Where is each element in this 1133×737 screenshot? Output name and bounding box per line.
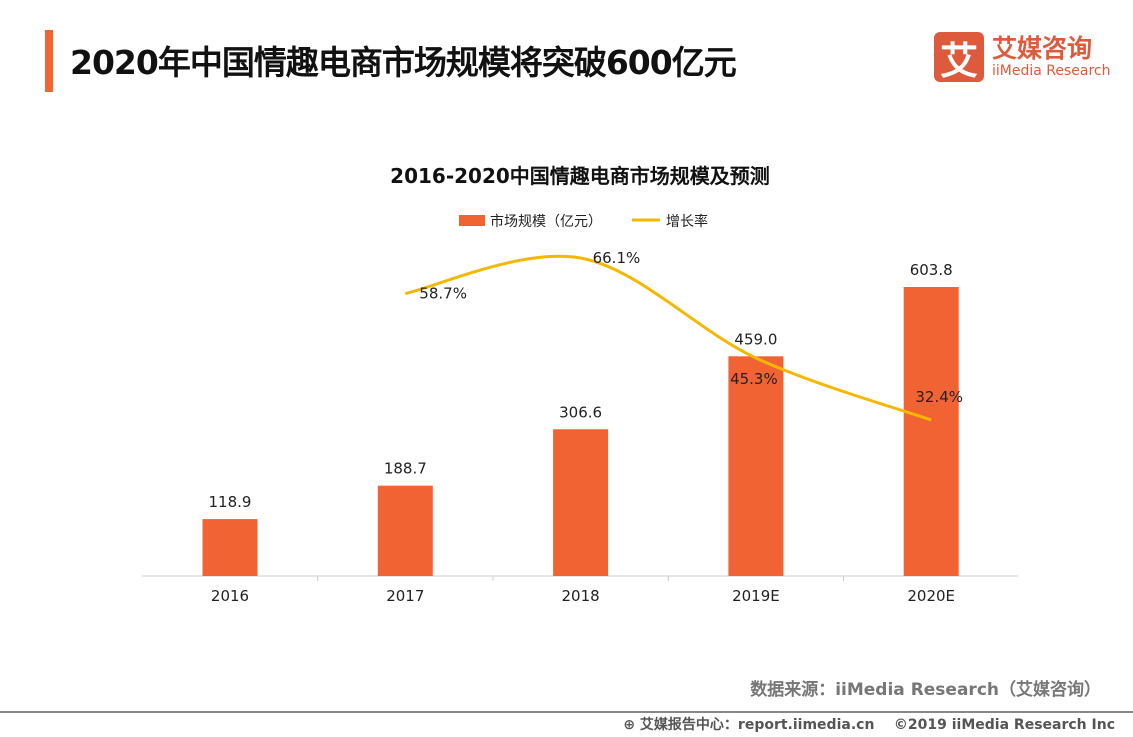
line-label-2019E: 45.3%	[730, 370, 778, 388]
line-label-2017: 58.7%	[419, 285, 467, 303]
line-label-2018: 66.1%	[593, 249, 641, 267]
line-label-2020E: 32.4%	[915, 388, 963, 406]
footer-report[interactable]: 艾媒报告中心：report.iimedia.cn	[639, 717, 875, 733]
logo: 艾 艾媒咨询 iiMedia Research	[934, 32, 1111, 83]
bar-label-2016: 118.9	[209, 493, 252, 511]
logo-cn: 艾媒咨询	[992, 34, 1093, 63]
legend-line-label: 增长率	[666, 213, 708, 230]
bar-2017	[377, 485, 433, 576]
bar-2020E	[903, 287, 959, 576]
bar-2016	[202, 519, 258, 576]
x-tick-2016: 2016	[211, 587, 249, 605]
chart-title: 2016-2020中国情趣电商市场规模及预测	[390, 164, 770, 188]
legend-bar-label: 市场规模（亿元）	[490, 213, 602, 230]
x-tick-2017: 2017	[386, 587, 424, 605]
bar-2018	[553, 429, 609, 576]
footer: ⊕ 艾媒报告中心：report.iimedia.cn ©2019 iiMedia…	[623, 714, 1115, 734]
x-tick-2020E: 2020E	[907, 587, 955, 605]
data-source: 数据来源：iiMedia Research（艾媒咨询）	[750, 680, 1101, 700]
footer-divider	[0, 711, 1133, 713]
logo-en: iiMedia Research	[992, 63, 1111, 79]
footer-copyright: ©2019 iiMedia Research Inc	[893, 717, 1115, 733]
x-tick-2018: 2018	[562, 587, 600, 605]
globe-icon: ⊕	[623, 717, 640, 733]
page-title: 2020年中国情趣电商市场规模将突破600亿元	[70, 43, 737, 82]
bar-label-2020E: 603.8	[910, 261, 953, 279]
growth-rate-line	[405, 254, 932, 422]
legend-bar-swatch	[459, 215, 485, 226]
bar-label-2019E: 459.0	[734, 330, 777, 348]
title-accent-bar	[45, 30, 53, 92]
bar-label-2018: 306.6	[559, 403, 602, 421]
x-tick-2019E: 2019E	[732, 587, 780, 605]
bar-label-2017: 188.7	[384, 460, 427, 478]
logo-mark: 艾	[934, 32, 984, 83]
bar-2019E	[728, 356, 784, 576]
